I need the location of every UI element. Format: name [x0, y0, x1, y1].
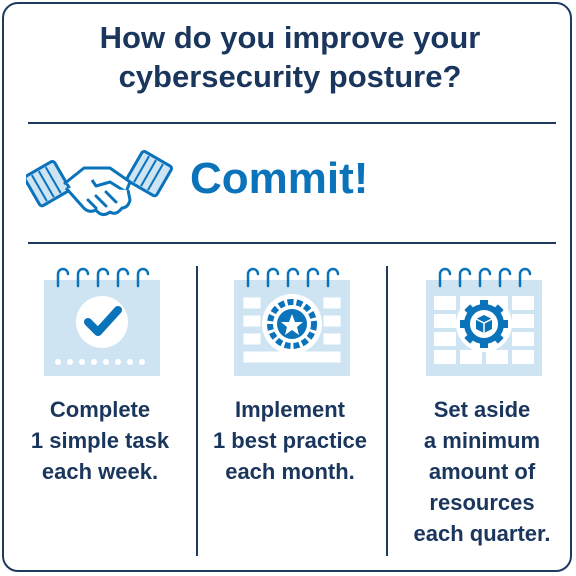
infographic-card: How do you improve your cybersecurity po… [2, 2, 572, 572]
column-divider-2 [386, 266, 388, 556]
middle-divider [28, 242, 556, 244]
handshake-icon [26, 150, 173, 217]
calendar-badge-icon [234, 267, 350, 376]
calendar-check-icon [44, 267, 160, 376]
top-divider [28, 122, 556, 124]
title-line-2: cybersecurity posture? [118, 59, 462, 94]
title-line-1: How do you improve your [99, 20, 481, 55]
commit-headline: Commit! [190, 154, 369, 203]
caption-line: 1 simple task [30, 428, 170, 453]
page-title: How do you improve your cybersecurity po… [4, 18, 576, 96]
caption-line: Set aside [433, 397, 531, 422]
caption-line: each quarter. [413, 521, 551, 546]
caption-line: 1 best practice [212, 428, 368, 453]
caption-line: resources [429, 490, 535, 515]
commit-banner: Commit! [4, 126, 576, 240]
caption-line: each month. [225, 459, 355, 484]
caption-line: amount of [428, 459, 536, 484]
column-divider-1 [196, 266, 198, 556]
step-quarter: Set aside a minimum amount of resources … [388, 262, 576, 562]
calendar-gear-icon [426, 267, 542, 376]
caption-line: a minimum [423, 428, 541, 453]
caption-line: Complete [49, 397, 151, 422]
step-month: Implement 1 best practice each month. [196, 262, 384, 562]
step-quarter-caption: Set aside a minimum amount of resources … [388, 394, 576, 549]
caption-line: each week. [41, 459, 159, 484]
caption-line: Implement [234, 397, 346, 422]
step-month-caption: Implement 1 best practice each month. [196, 394, 384, 487]
step-week-caption: Complete 1 simple task each week. [6, 394, 194, 487]
step-week: Complete 1 simple task each week. [6, 262, 194, 562]
